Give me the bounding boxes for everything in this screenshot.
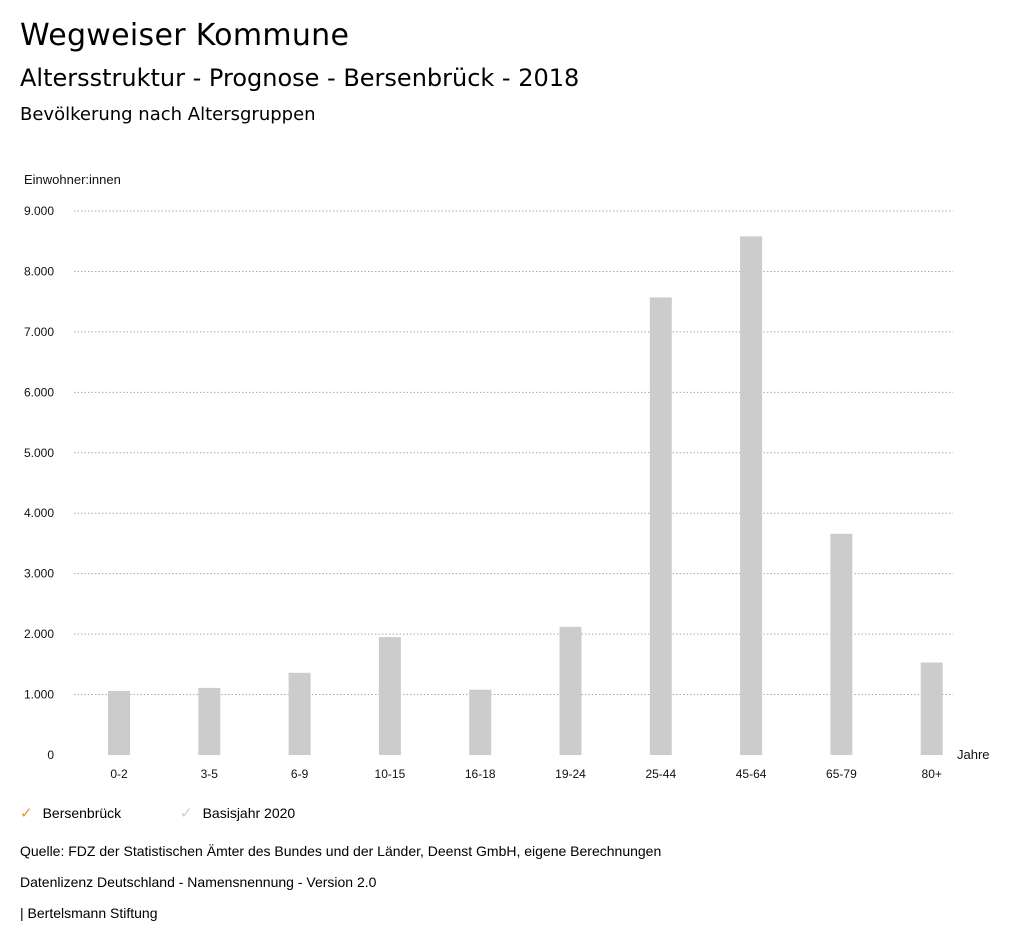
legend-label: Bersenbrück	[42, 805, 122, 821]
bar-25-44[interactable]	[649, 297, 672, 755]
y-axis-title: Einwohner:innen	[24, 172, 121, 187]
check-icon: ✓	[20, 805, 33, 822]
chart-heading: Bevölkerung nach Altersgruppen	[20, 104, 316, 125]
license-note: Datenlizenz Deutschland - Namensnennung …	[20, 874, 377, 890]
x-tick-label: 0-2	[110, 767, 128, 781]
publisher-note: | Bertelsmann Stiftung	[20, 905, 158, 921]
bar-65-79[interactable]	[830, 533, 853, 755]
y-tick-label: 4.000	[24, 506, 54, 520]
bar-80+[interactable]	[920, 662, 943, 755]
y-tick-label: 5.000	[24, 446, 54, 460]
bar-45-64[interactable]	[740, 236, 763, 756]
y-tick-label: 6.000	[24, 385, 54, 399]
legend-label: Basisjahr 2020	[202, 805, 296, 821]
legend-item-basisjahr[interactable]: ✓ Basisjahr 2020	[180, 804, 295, 822]
bar-0-2[interactable]	[108, 690, 130, 755]
bar-chart: Einwohner:innen Jahre 0 1.000 2.000 3.000 4.…	[24, 172, 990, 781]
x-tick-label: 16-18	[465, 767, 496, 781]
x-tick-label: 80+	[922, 767, 942, 781]
x-tick-label: 45-64	[736, 767, 767, 781]
page-title: Wegweiser Kommune	[20, 18, 350, 53]
x-tick-label: 6-9	[291, 767, 309, 781]
y-tick-label: 9.000	[24, 204, 54, 218]
y-tick-label: 2.000	[24, 627, 54, 641]
bar-16-18[interactable]	[469, 689, 492, 755]
bar-10-15[interactable]	[378, 637, 401, 755]
check-icon: ✓	[180, 805, 193, 822]
y-tick-label: 7.000	[24, 325, 54, 339]
y-tick-label: 0	[47, 748, 54, 762]
x-tick-label: 3-5	[201, 767, 219, 781]
x-tick-label: 19-24	[555, 767, 586, 781]
bar-19-24[interactable]	[559, 626, 582, 755]
chart-subtitle: Altersstruktur - Prognose - Bersenbrück …	[20, 64, 580, 92]
y-tick-label: 3.000	[24, 567, 54, 581]
y-tick-label: 1.000	[24, 688, 54, 702]
y-tick-label: 8.000	[24, 264, 54, 278]
bar-3-5[interactable]	[198, 687, 221, 755]
bar-6-9[interactable]	[288, 672, 311, 755]
x-tick-label: 10-15	[375, 767, 406, 781]
x-tick-label: 65-79	[826, 767, 857, 781]
legend-item-bersenbrueck[interactable]: ✓ Bersenbrück	[20, 804, 121, 822]
x-tick-label: 25-44	[645, 767, 676, 781]
x-axis-title: Jahre	[957, 747, 990, 762]
source-note: Quelle: FDZ der Statistischen Ämter des …	[20, 843, 662, 859]
